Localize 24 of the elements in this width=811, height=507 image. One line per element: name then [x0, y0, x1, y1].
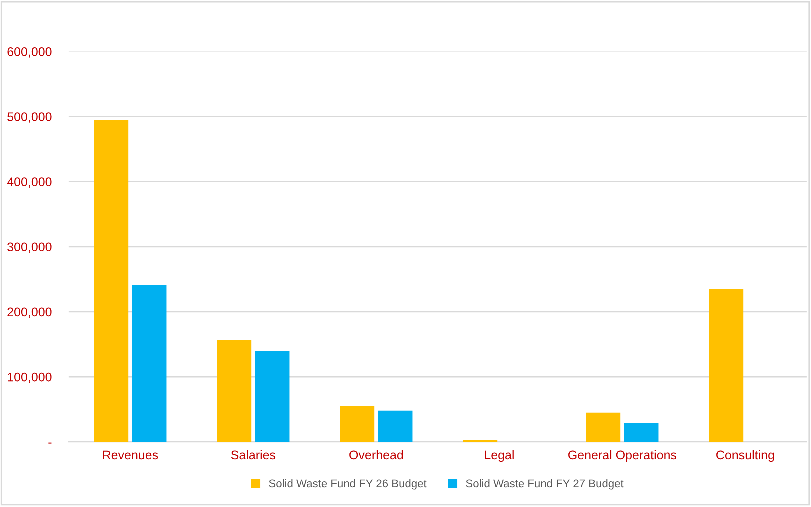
x-tick-label: General Operations — [568, 450, 677, 462]
y-tick-label: 100,000 — [8, 372, 52, 384]
bar — [217, 340, 252, 442]
bar — [624, 423, 659, 442]
y-tick-label: 500,000 — [8, 112, 52, 123]
x-tick-label: Overhead — [350, 450, 404, 460]
bar — [586, 412, 621, 442]
bar — [255, 351, 290, 442]
bar — [709, 289, 744, 442]
y-tick-label: 200,000 — [8, 308, 52, 318]
y-tick-label: 300,000 — [8, 242, 52, 254]
legend-label: Solid Waste Fund FY 27 Budget — [466, 479, 624, 490]
x-tick-label: Legal — [485, 450, 514, 462]
x-tick-label: Consulting — [716, 450, 774, 462]
y-tick-label: 600,000 — [8, 48, 52, 58]
x-tick-label: Revenues — [103, 450, 158, 460]
legend-label: Solid Waste Fund FY 26 Budget — [269, 479, 427, 490]
bar — [378, 410, 413, 442]
y-tick-label: 400,000 — [7, 178, 52, 188]
bar — [132, 285, 167, 442]
bar — [340, 406, 375, 442]
bar — [94, 120, 129, 442]
y-tick-label: - — [48, 442, 52, 444]
x-tick-label: Salaries — [231, 450, 276, 460]
